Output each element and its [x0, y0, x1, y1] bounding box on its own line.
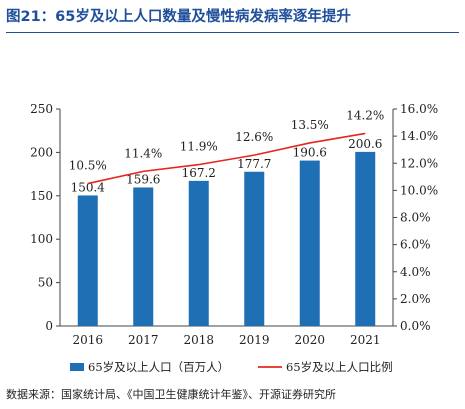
legend-line-label: 65岁及以上人口比例 [286, 360, 393, 374]
bar-value-label: 200.6 [348, 137, 382, 151]
x-tick-label: 2020 [294, 333, 325, 347]
y-tick-label: 150 [30, 189, 53, 203]
x-tick-label: 2021 [350, 333, 381, 347]
y2-tick-label: 8.0% [400, 211, 431, 225]
x-tick-label: 2019 [239, 333, 270, 347]
bar-value-label: 167.2 [182, 166, 216, 180]
line-series: 10.5% 11.4% 11.9% 12.6% 13.5% 14.2% [69, 108, 384, 185]
y2-tick-label: 0.0% [400, 319, 431, 333]
y2-tick-label: 2.0% [400, 292, 431, 306]
y-tick-label: 100 [30, 232, 53, 246]
line-value-label: 13.5% [291, 118, 329, 132]
y2-tick-label: 12.0% [400, 156, 438, 170]
bar [355, 151, 376, 326]
y2-tick-label: 6.0% [400, 238, 431, 252]
ratio-line [87, 132, 366, 185]
bar-series: 150.4 159.6 167.2 177.7 190.6 200.6 [71, 137, 382, 326]
title-divider [6, 32, 459, 33]
x-tick-label: 2016 [72, 333, 103, 347]
bar-value-label: 150.4 [71, 180, 106, 194]
line-value-label: 11.4% [124, 146, 162, 160]
y2-tick-label: 10.0% [400, 183, 438, 197]
legend-bar-swatch [70, 363, 84, 371]
y-tick-label: 50 [38, 276, 53, 290]
bar-value-label: 190.6 [293, 146, 327, 160]
line-value-label: 11.9% [180, 140, 218, 154]
y-axis-ticks: 0 50 100 150 200 250 [30, 102, 60, 333]
bar [244, 171, 265, 326]
y-tick-label: 250 [30, 102, 53, 116]
legend-bar-label: 65岁及以上人口（百万人） [88, 360, 229, 374]
line-value-label: 14.2% [346, 108, 384, 122]
y-tick-label: 0 [45, 319, 53, 333]
x-tick-label: 2017 [128, 333, 159, 347]
figure-title: 图21：65岁及以上人口数量及慢性病发病率逐年提升 [6, 9, 351, 25]
bar [77, 195, 98, 326]
source-note: 数据来源：国家统计局、《中国卫生健康统计年鉴》、开源证券研究所 [6, 388, 336, 401]
y2-axis-ticks: 0.0% 2.0% 4.0% 6.0% 8.0% 10.0% 12.0% 14.0% 16.0% [393, 102, 438, 333]
x-axis-ticks: 2016 2017 2018 2019 2020 2021 [72, 333, 380, 347]
y2-tick-label: 14.0% [400, 129, 438, 143]
bar [133, 187, 154, 326]
bar-value-label: 159.6 [126, 172, 160, 186]
line-value-label: 12.6% [235, 130, 273, 144]
y2-tick-label: 4.0% [400, 265, 431, 279]
x-tick-label: 2018 [183, 333, 214, 347]
y2-tick-label: 16.0% [400, 102, 438, 116]
line-value-label: 10.5% [69, 159, 107, 173]
bar [299, 160, 320, 326]
legend: 65岁及以上人口（百万人） 65岁及以上人口比例 [70, 360, 393, 374]
bar-value-label: 177.7 [237, 157, 271, 171]
bar [188, 180, 209, 326]
y-tick-label: 200 [30, 145, 53, 159]
